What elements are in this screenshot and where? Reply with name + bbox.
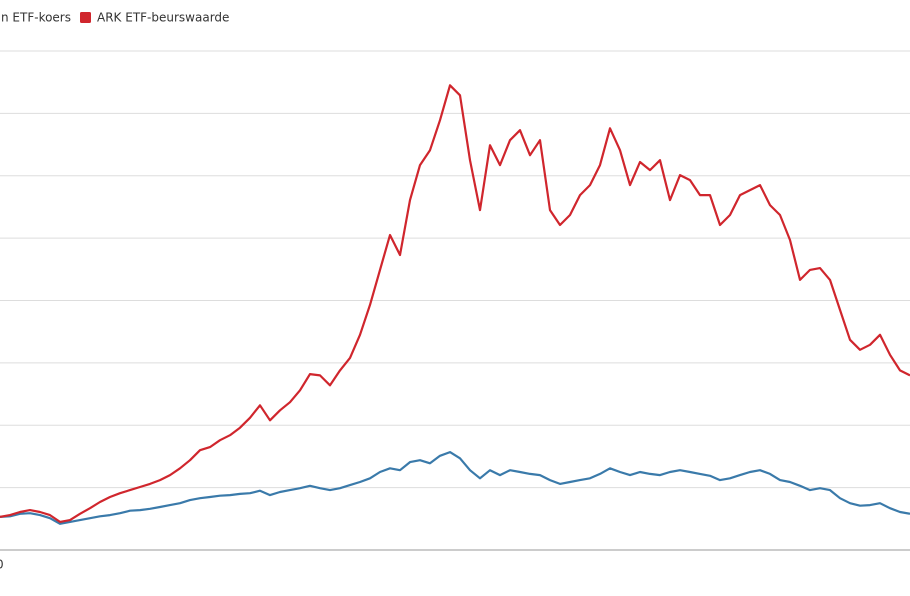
x-tick-label: 0 bbox=[0, 558, 4, 572]
legend-label: n ETF-koers bbox=[1, 11, 71, 25]
legend-label: ARK ETF-beurswaarde bbox=[97, 11, 229, 25]
series-line bbox=[0, 84, 910, 523]
legend-swatch bbox=[80, 12, 91, 23]
series-line bbox=[0, 451, 910, 525]
